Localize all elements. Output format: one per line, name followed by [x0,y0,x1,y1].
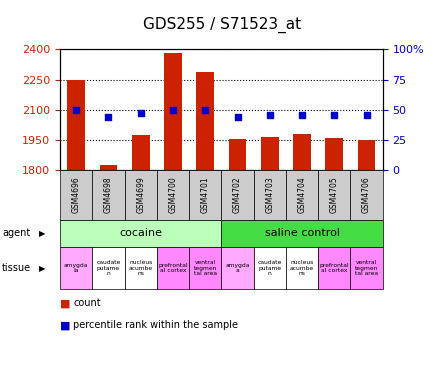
Text: ventral
tegmen
tal area: ventral tegmen tal area [355,260,378,276]
Text: ■: ■ [60,298,71,308]
Text: percentile rank within the sample: percentile rank within the sample [73,320,239,330]
Bar [196,71,214,170]
Bar [222,247,254,289]
Text: nucleus
acumbe
ns: nucleus acumbe ns [129,260,153,276]
Bar [125,170,157,220]
Text: cocaine: cocaine [119,228,162,238]
Point [266,112,273,117]
Bar [125,247,157,289]
Text: GSM4698: GSM4698 [104,176,113,213]
Bar [286,247,318,289]
Bar [222,220,383,247]
Text: ■: ■ [60,320,71,330]
Text: amygda
la: amygda la [64,263,89,273]
Text: caudate
putame
n: caudate putame n [96,260,121,276]
Bar [286,170,318,220]
Text: ▶: ▶ [39,264,45,273]
Text: GSM4702: GSM4702 [233,176,242,213]
Bar [93,170,125,220]
Bar [318,170,351,220]
Point [363,112,370,117]
Text: GSM4705: GSM4705 [330,176,339,213]
Bar [189,247,222,289]
Text: ventral
tegmen
tal area: ventral tegmen tal area [194,260,217,276]
Text: agent: agent [2,228,30,238]
Text: GSM4704: GSM4704 [298,176,307,213]
Text: saline control: saline control [264,228,340,238]
Text: GDS255 / S71523_at: GDS255 / S71523_at [143,16,302,33]
Bar [254,247,286,289]
Point [73,107,80,113]
Bar [261,137,279,170]
Bar [358,140,376,170]
Text: GSM4699: GSM4699 [136,176,145,213]
Text: ▶: ▶ [39,229,45,238]
Bar [189,170,222,220]
Text: amygda
a: amygda a [225,263,250,273]
Text: GSM4696: GSM4696 [72,176,81,213]
Text: tissue: tissue [2,263,31,273]
Bar [318,247,351,289]
Bar [325,138,343,170]
Point [137,111,144,116]
Bar [351,170,383,220]
Bar [60,220,222,247]
Point [234,114,241,120]
Bar [100,165,117,170]
Bar [222,170,254,220]
Text: GSM4706: GSM4706 [362,176,371,213]
Text: GSM4700: GSM4700 [169,176,178,213]
Point [105,114,112,120]
Bar [254,170,286,220]
Bar [157,247,189,289]
Text: GSM4701: GSM4701 [201,176,210,213]
Text: nucleus
acumbe
ns: nucleus acumbe ns [290,260,314,276]
Bar [157,170,189,220]
Bar [351,247,383,289]
Text: GSM4703: GSM4703 [265,176,274,213]
Text: prefrontal
al cortex: prefrontal al cortex [158,263,188,273]
Point [331,112,338,117]
Bar [60,247,93,289]
Text: prefrontal
al cortex: prefrontal al cortex [320,263,349,273]
Bar [67,79,85,170]
Bar [60,170,93,220]
Point [170,107,177,113]
Bar [132,135,150,170]
Bar [164,53,182,170]
Text: count: count [73,298,101,308]
Bar [293,134,311,170]
Bar [93,247,125,289]
Point [299,112,306,117]
Point [202,107,209,113]
Text: caudate
putame
n: caudate putame n [258,260,282,276]
Bar [229,139,247,170]
